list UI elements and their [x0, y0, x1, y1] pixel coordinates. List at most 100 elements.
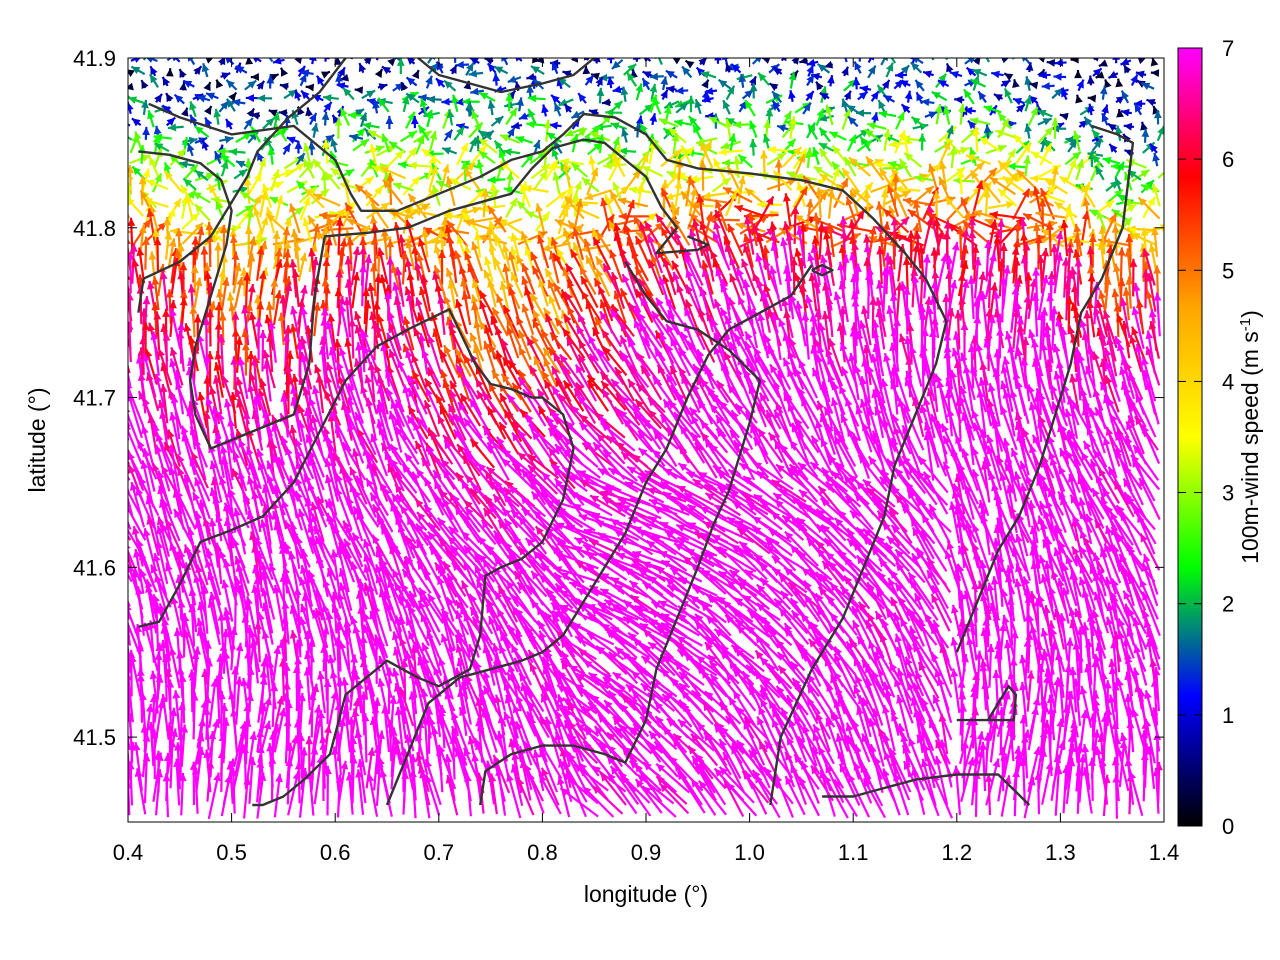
colorbar-tick-label: 5	[1222, 258, 1234, 283]
wind-vector	[979, 290, 989, 336]
wind-vector	[1093, 58, 1099, 62]
wind-vector	[331, 746, 340, 792]
wind-vector	[493, 139, 506, 155]
wind-vector	[958, 103, 966, 125]
wind-vector	[1038, 71, 1051, 79]
wind-vector	[128, 136, 133, 141]
wind-vector	[935, 253, 948, 296]
wind-vector	[339, 107, 351, 127]
wind-vector	[486, 62, 497, 74]
wind-vector	[694, 98, 703, 115]
wind-vector	[128, 369, 132, 387]
wind-vector	[552, 171, 561, 194]
wind-vector	[1003, 87, 1013, 104]
wind-vector	[278, 109, 288, 117]
wind-vector	[316, 75, 325, 87]
wind-vector	[545, 131, 563, 143]
wind-vector	[725, 85, 736, 101]
wind-vector	[1115, 78, 1124, 88]
wind-vector	[1152, 152, 1160, 167]
wind-vector	[818, 147, 834, 168]
wind-vector	[128, 96, 145, 104]
wind-vector	[928, 503, 951, 544]
wind-vector	[945, 62, 954, 73]
wind-vector	[695, 137, 718, 146]
wind-vector	[142, 753, 151, 804]
y-tick-label: 41.9	[73, 46, 116, 71]
wind-vector	[178, 68, 187, 79]
wind-vector	[1087, 94, 1097, 103]
wind-vector	[303, 142, 312, 165]
wind-vector	[1002, 728, 1016, 778]
wind-vector	[532, 58, 540, 64]
y-tick-label: 41.5	[73, 725, 116, 750]
wind-vector	[1137, 58, 1146, 65]
wind-vector	[359, 112, 367, 128]
wind-vector	[983, 105, 1002, 114]
wind-vector	[381, 705, 391, 753]
wind-vector	[128, 82, 134, 91]
wind-vector	[592, 58, 601, 64]
wind-vector	[435, 77, 446, 88]
wind-vector	[172, 58, 181, 63]
wind-vector	[128, 619, 131, 633]
wind-vector	[435, 61, 444, 74]
wind-vector	[352, 138, 370, 152]
wind-vector	[881, 79, 891, 90]
wind-vector	[1108, 143, 1118, 153]
wind-vector	[321, 111, 330, 126]
wind-vector	[660, 148, 683, 168]
colorbar-gradient	[1177, 47, 1203, 827]
wind-vector	[1122, 64, 1132, 74]
colorbar-label-end: )	[1237, 310, 1263, 318]
wind-vector	[1056, 678, 1065, 724]
wind-vector	[725, 62, 733, 73]
wind-vector	[187, 142, 195, 157]
wind-vector	[762, 133, 771, 151]
wind-vector	[989, 720, 999, 763]
wind-vector	[964, 58, 975, 65]
wind-vector	[1101, 104, 1109, 116]
wind-vector	[1120, 108, 1133, 117]
wind-vector	[1130, 73, 1139, 86]
wind-vector	[724, 118, 733, 142]
wind-vector	[294, 140, 303, 154]
wind-vector	[1000, 79, 1012, 88]
wind-vector	[300, 69, 314, 77]
wind-vector	[217, 749, 226, 792]
wind-vector	[663, 100, 680, 109]
wind-vector	[899, 79, 911, 88]
x-tick-label: 1.4	[1149, 840, 1180, 865]
wind-vector	[1031, 292, 1040, 337]
wind-vector	[1086, 75, 1095, 86]
wind-vector	[334, 58, 342, 65]
wind-vector	[527, 94, 546, 103]
wind-vector	[474, 135, 483, 152]
wind-vector	[914, 79, 925, 92]
wind-vector	[386, 149, 405, 168]
wind-vector	[478, 150, 496, 165]
wind-vector	[749, 120, 758, 138]
wind-vector	[1156, 125, 1164, 142]
colorbar-tick-label: 4	[1222, 369, 1234, 394]
wind-vector	[788, 90, 796, 102]
wind-vector	[817, 63, 831, 74]
wind-vector	[563, 103, 573, 113]
wind-vector	[1058, 175, 1082, 192]
wind-vector	[903, 152, 923, 168]
wind-vector	[182, 79, 195, 88]
wind-vector	[134, 131, 143, 152]
wind-vector	[225, 118, 234, 130]
wind-vector	[991, 70, 1004, 79]
wind-vector	[128, 197, 145, 217]
wind-vector	[1054, 765, 1063, 816]
wind-vector	[1120, 58, 1132, 66]
wind-vector	[128, 448, 131, 455]
x-axis-label: longitude (°)	[584, 881, 708, 907]
wind-vector	[549, 121, 562, 130]
wind-vector	[230, 708, 239, 753]
wind-vector	[305, 83, 315, 92]
wind-vector	[445, 774, 459, 816]
wind-vector	[366, 98, 380, 106]
